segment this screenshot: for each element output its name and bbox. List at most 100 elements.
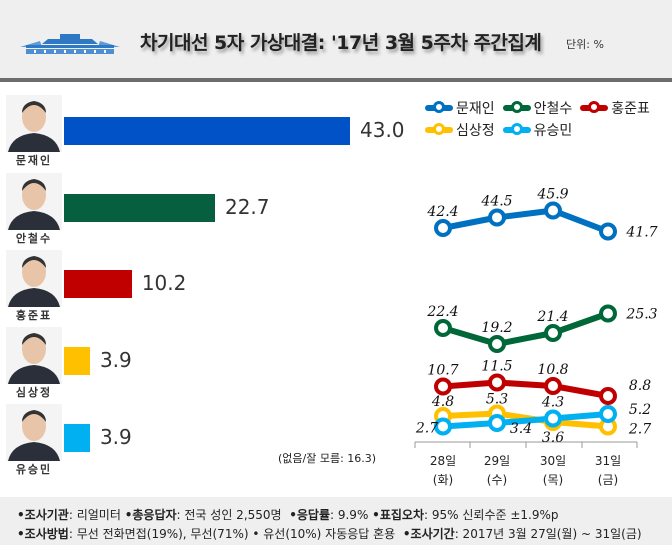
bar-1 (64, 117, 350, 145)
bar-value-label: 43.0 (360, 118, 405, 142)
legend-marker-icon (502, 127, 531, 133)
data-point (599, 304, 617, 323)
data-point (434, 417, 452, 436)
footer-key: •총응답자 (124, 508, 177, 522)
x-tick-label: 29일 (484, 454, 510, 468)
footer-row-1: •조사기관: 리얼미터 •총응답자: 전국 성인 2,550명 •응답률: 9.… (17, 506, 559, 523)
candidate-photo (6, 95, 62, 152)
series-line-3 (442, 379, 609, 399)
data-label: 42.4 (426, 204, 458, 220)
footer-key: •응답률 (289, 508, 330, 522)
footer-key: •조사기간 (402, 527, 455, 541)
data-label: 11.5 (481, 359, 512, 375)
candidate-photo (6, 327, 62, 384)
data-label: 21.4 (536, 309, 568, 325)
legend-label: 심상정 (456, 123, 495, 139)
series-line-2 (442, 310, 610, 347)
legend-item: 문재인 (425, 98, 495, 118)
data-label: 10.7 (427, 363, 458, 379)
chart-title: 차기대선 5자 가상대결: '17년 3월 5주차 주간집계 (140, 32, 542, 54)
legend-marker-icon (502, 105, 531, 111)
header-divider (0, 78, 672, 82)
data-label: 44.5 (480, 194, 512, 210)
data-label: 2.7 (415, 421, 438, 437)
x-tick-label: 31일 (595, 454, 621, 468)
legend-marker-icon (580, 105, 609, 111)
data-point (544, 324, 562, 342)
trend-line-chart: 28일 (화) 29일 (수) 30일 (목) 31일 (금) 42.4 44.5 45.9 41.7… (414, 187, 658, 487)
data-point (599, 387, 617, 405)
bar-value-label: 3.9 (99, 425, 132, 449)
data-point (488, 373, 506, 392)
data-label: 8.8 (629, 378, 651, 394)
blue-house-logo-icon (20, 34, 120, 54)
series-line-1 (442, 207, 610, 235)
legend-row-2: 심상정 유승민 (425, 120, 572, 140)
legend-row-1: 문재인 안철수 홍준표 (425, 98, 650, 118)
data-label: 5.2 (629, 402, 651, 418)
data-label: 3.4 (510, 421, 532, 437)
footer-value: : 95% 신뢰수준 ±1.9%p (424, 508, 559, 522)
data-label: 4.8 (431, 394, 454, 410)
data-point (488, 335, 506, 353)
data-label: 25.3 (625, 307, 657, 323)
candidate-name: 심상정 (15, 386, 53, 399)
data-point (599, 405, 617, 423)
bar-2 (64, 194, 215, 222)
footer-row-2: •조사방법: 무선 전화면접(19%), 무선(71%) • 유선(10%) 자… (17, 525, 642, 542)
bar-4 (64, 347, 90, 375)
footer-key: •조사방법 (17, 527, 69, 541)
data-label: 41.7 (625, 225, 657, 241)
data-label: 10.8 (537, 362, 568, 378)
bar-value-label: 3.9 (99, 348, 132, 372)
bar-value-label: 22.7 (224, 195, 270, 219)
data-label: 22.4 (426, 304, 458, 320)
data-label: 2.7 (628, 422, 651, 438)
footer-value: : 2017년 3월 27일(월) ~ 31일(금) (454, 527, 642, 541)
footer-value: : 전국 성인 2,550명 (176, 508, 290, 522)
data-point (599, 222, 617, 241)
data-point (544, 201, 562, 220)
legend-item: 안철수 (502, 98, 572, 118)
data-point (434, 219, 452, 237)
legend-label: 유승민 (533, 123, 573, 139)
candidate-name: 문재인 (15, 154, 53, 167)
data-label: 5.3 (486, 392, 508, 408)
data-point (434, 319, 452, 337)
candidate-name: 유승민 (15, 463, 53, 476)
data-point (488, 414, 506, 432)
footer-value: : 무선 전화면접(19%), 무선(71%) • 유선(10%) 자동응답 혼… (68, 527, 403, 541)
x-tick-sublabel: (금) (598, 473, 618, 487)
candidate-photo (6, 173, 62, 230)
bar-value-label: 10.2 (141, 271, 187, 295)
candidate-photo (6, 250, 62, 307)
legend-marker-icon (425, 105, 453, 111)
x-tick-sublabel: (수) (487, 473, 507, 487)
candidate-photo (6, 404, 62, 461)
legend-item: 심상정 (425, 120, 495, 140)
x-tick-sublabel: (화) (433, 473, 453, 487)
x-tick-label: 30일 (540, 454, 566, 468)
bar-3 (64, 270, 132, 298)
candidate-name: 홍준표 (15, 309, 53, 322)
footer-key: •표집오차 (372, 508, 425, 522)
bar-5 (64, 424, 90, 452)
legend-label: 문재인 (456, 101, 495, 117)
footer-value: : 9.9% (330, 508, 373, 522)
data-point (544, 409, 562, 428)
header (0, 0, 672, 78)
legend-marker-icon (425, 127, 453, 133)
footer-key: •조사기관 (17, 508, 69, 522)
x-tick-sublabel: (목) (543, 473, 563, 487)
data-label: 4.3 (541, 395, 564, 411)
data-label: 3.6 (542, 430, 564, 446)
data-point (488, 208, 506, 227)
data-label: 19.2 (481, 320, 512, 336)
undecided-note: (없음/잘 모름: 16.3) (278, 452, 377, 465)
legend-item: 홍준표 (580, 98, 650, 118)
legend-label: 홍준표 (611, 101, 650, 117)
x-tick-label: 28일 (430, 454, 456, 468)
survey-info-footer: •조사기관: 리얼미터 •총응답자: 전국 성인 2,550명 •응답률: 9.… (0, 497, 672, 545)
data-point (434, 377, 452, 396)
unit-label: 단위: % (566, 38, 604, 51)
